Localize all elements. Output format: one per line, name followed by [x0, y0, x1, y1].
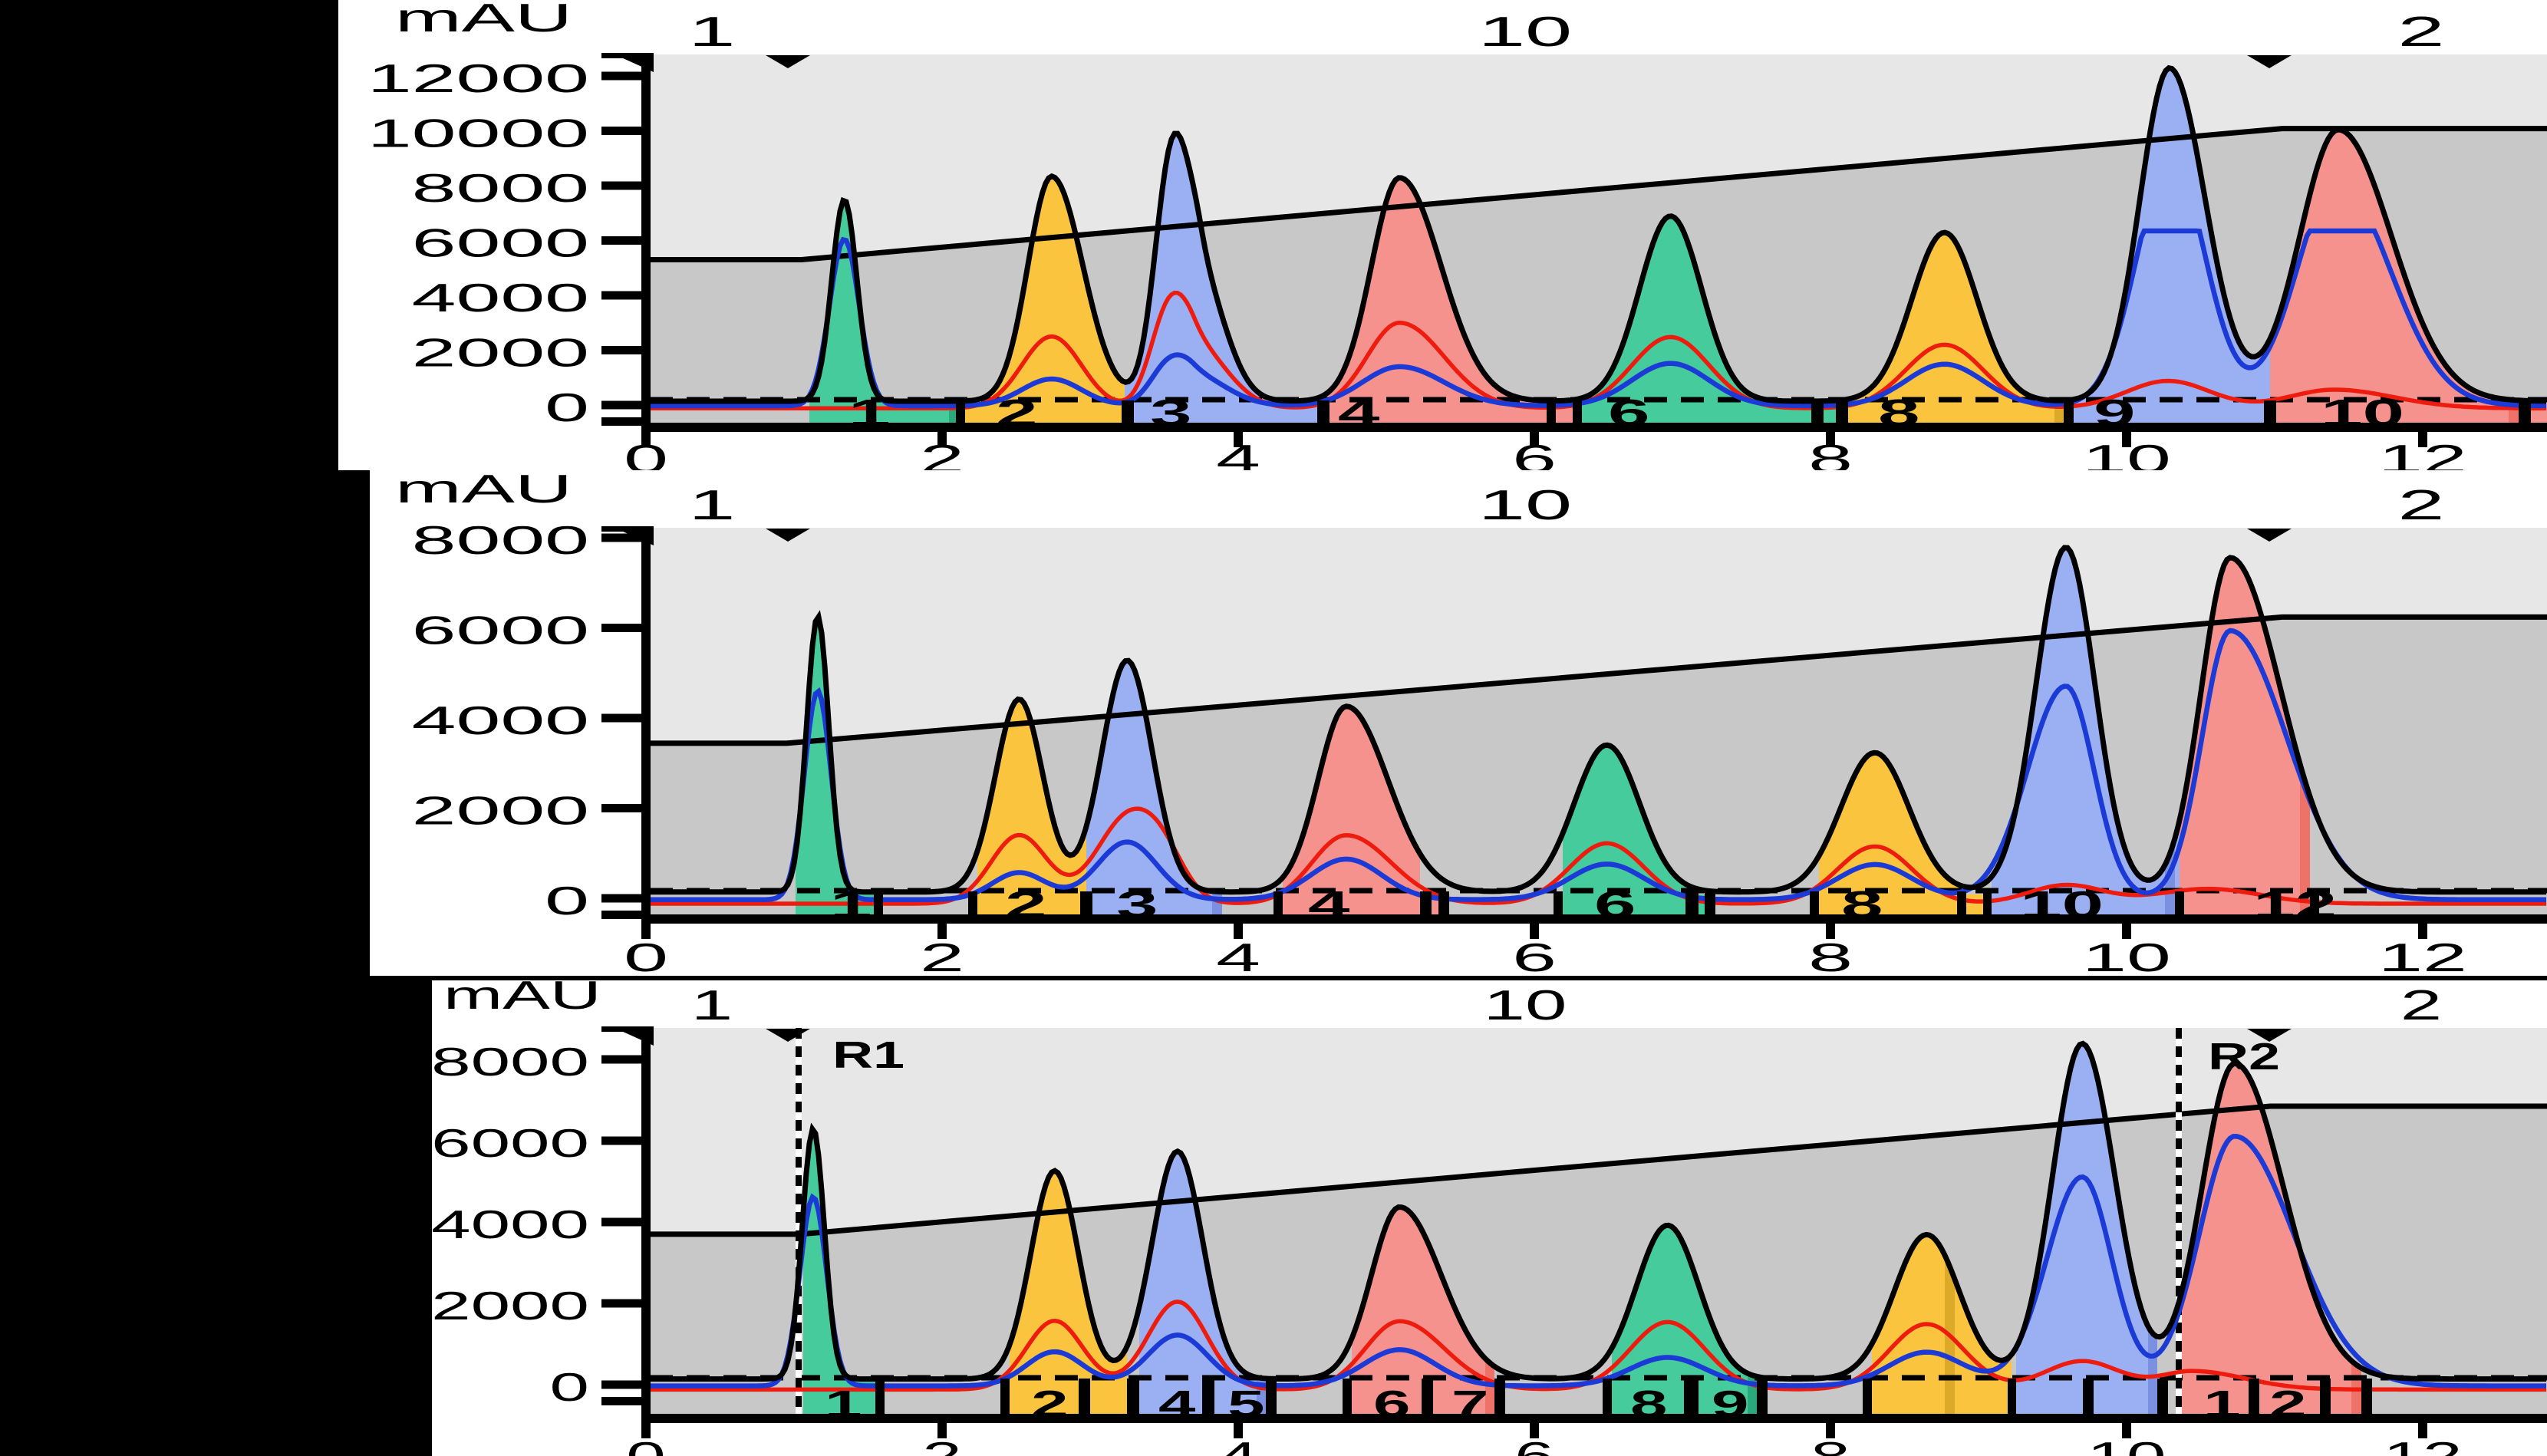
svg-text:mAU: mAU [443, 973, 601, 1017]
svg-text:8000: 8000 [412, 166, 589, 211]
svg-text:12: 12 [2378, 936, 2467, 980]
svg-text:2: 2 [2400, 981, 2442, 1029]
svg-text:6000: 6000 [431, 1121, 589, 1165]
svg-text:2: 2 [1031, 1383, 1069, 1425]
svg-text:8: 8 [1811, 1434, 1850, 1456]
svg-text:8: 8 [1878, 392, 1920, 433]
svg-text:4000: 4000 [412, 699, 589, 743]
svg-text:4: 4 [1216, 936, 1260, 980]
svg-text:8: 8 [1808, 936, 1853, 980]
svg-text:6: 6 [1373, 1383, 1411, 1425]
svg-text:mAU: mAU [395, 0, 572, 40]
svg-text:0: 0 [545, 386, 589, 430]
svg-text:0: 0 [624, 936, 668, 980]
svg-text:2000: 2000 [431, 1283, 589, 1328]
svg-text:R1: R1 [832, 1034, 904, 1076]
svg-text:R2: R2 [2208, 1036, 2280, 1078]
svg-text:1: 1 [688, 482, 735, 529]
svg-text:9: 9 [1712, 1383, 1749, 1425]
svg-text:10: 10 [1484, 981, 1567, 1029]
svg-text:2000: 2000 [412, 331, 589, 375]
svg-text:1: 1 [2203, 1383, 2241, 1425]
svg-text:8000: 8000 [412, 519, 589, 563]
svg-text:10: 10 [2082, 936, 2171, 980]
svg-text:3: 3 [1116, 884, 1158, 925]
svg-text:8: 8 [1841, 884, 1883, 925]
svg-text:mAU: mAU [395, 467, 572, 512]
svg-text:6000: 6000 [412, 221, 589, 265]
svg-text:10: 10 [2321, 392, 2404, 433]
svg-text:2: 2 [1005, 884, 1047, 925]
svg-text:10: 10 [1478, 482, 1572, 529]
svg-text:2: 2 [2397, 482, 2444, 529]
svg-text:4: 4 [1308, 884, 1350, 925]
svg-text:4: 4 [1158, 1383, 1196, 1425]
svg-text:8000: 8000 [431, 1039, 589, 1084]
svg-text:2: 2 [2269, 1383, 2307, 1425]
svg-text:0: 0 [626, 1434, 665, 1456]
svg-text:12000: 12000 [367, 57, 589, 101]
svg-text:9: 9 [2094, 392, 2136, 433]
svg-text:1: 1 [691, 981, 733, 1029]
svg-text:10000: 10000 [367, 111, 589, 156]
svg-text:6000: 6000 [412, 608, 589, 653]
svg-text:0: 0 [550, 1365, 589, 1409]
svg-text:6: 6 [1512, 936, 1557, 980]
svg-text:2: 2 [2397, 8, 2444, 55]
svg-text:10: 10 [1478, 8, 1572, 55]
svg-text:8: 8 [1630, 1383, 1668, 1425]
svg-text:3: 3 [1150, 392, 1192, 433]
svg-text:4: 4 [1218, 1434, 1257, 1456]
svg-text:7: 7 [1451, 1383, 1489, 1425]
svg-text:4000: 4000 [431, 1202, 589, 1247]
svg-text:2: 2 [922, 1434, 961, 1456]
svg-text:4: 4 [1338, 392, 1380, 433]
svg-text:12: 12 [2384, 1434, 2463, 1456]
svg-text:10: 10 [2087, 1434, 2166, 1456]
svg-text:1: 1 [825, 1383, 862, 1425]
svg-text:6: 6 [1514, 1434, 1554, 1456]
svg-text:6: 6 [1608, 392, 1650, 433]
svg-text:0: 0 [545, 879, 589, 924]
svg-text:1: 1 [688, 8, 735, 55]
svg-text:5: 5 [1227, 1383, 1265, 1425]
svg-text:4000: 4000 [412, 276, 589, 321]
svg-text:2: 2 [920, 936, 964, 980]
svg-text:1: 1 [848, 392, 891, 433]
svg-text:6: 6 [1594, 884, 1636, 925]
svg-text:12: 12 [2253, 884, 2337, 925]
svg-text:2000: 2000 [412, 789, 589, 833]
svg-text:10: 10 [2020, 884, 2104, 925]
svg-text:1: 1 [830, 884, 872, 925]
svg-text:2: 2 [996, 392, 1038, 433]
